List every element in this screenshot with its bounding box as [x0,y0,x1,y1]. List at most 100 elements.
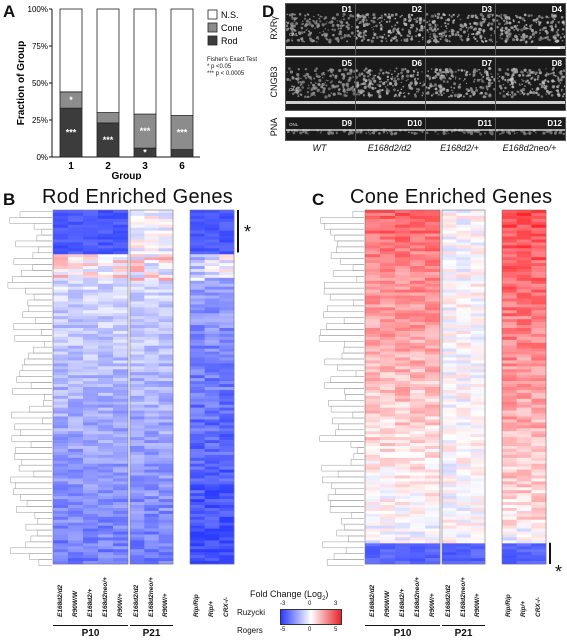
group-underline [53,625,128,626]
bar-segment-rod [170,149,194,158]
x-tick-label: 1 [68,161,74,172]
micrograph-tile: D6 [355,57,426,111]
onl-label: ONL [289,122,299,127]
bar-segment-ns [96,8,120,113]
genotype-label: E168d2/d2 [367,143,412,153]
panel-a-letter: A [3,2,16,21]
column-label: E168d2/d2 [133,584,141,617]
stain-row-label: RXRγ [269,15,279,40]
micrograph-tile: D9 ONL [285,117,356,141]
legend-title-end: ) [325,589,329,599]
column-label: Rip/+ [520,600,527,617]
heatmap-block [364,209,441,565]
legend-title-text: Fold Change (Log [250,589,323,599]
heatmap-block [52,209,129,565]
heatmap-block [501,209,547,565]
legend-rogers-label: Rogers [237,626,263,635]
age-group-label: P21 [142,628,161,639]
legend-label: N.S. [221,10,239,20]
legend-title: Fold Change (Log2) [250,589,328,602]
y-tick-label: 75% [32,42,48,51]
micrograph-tile: D10 [355,117,426,141]
column-label: R90W/W [71,591,79,617]
dendrogram [7,211,52,566]
column-label: E168d2/+ [398,588,406,617]
legend-tick: 0 [308,627,312,633]
micrograph-tile: D11 [425,117,496,141]
panel-b-letter: B [3,190,16,209]
micrograph-tile: D2 [355,3,426,56]
column-label: CRX-/- [534,597,542,617]
micrograph-tile: D8 [495,57,566,111]
column-label: E168d2neo/+ [147,577,155,617]
column-label: R90W/+ [116,593,124,617]
y-tick-label: 0% [36,153,48,162]
legend-label: Rod [221,36,238,46]
micrograph-label: D4 [551,5,562,14]
micrograph-label: D10 [407,119,422,128]
legend-tick: -3 [280,601,286,607]
legend-tick: 5 [334,627,338,633]
micrograph-label: D7 [481,59,492,68]
column-label: CRX-/- [222,597,230,617]
legend-swatch [207,35,218,46]
dendrogram [318,211,364,566]
micrograph-label: D11 [477,119,492,128]
column-label: Rip/+ [208,600,215,617]
column-label: E168d2/d2 [445,584,453,617]
age-group-label: P10 [81,628,100,639]
x-tick-label: 2 [105,161,111,172]
cone-heatmap [318,209,551,566]
column-label: R90W/+ [428,593,436,617]
column-label: E168d2neo/+ [101,577,109,617]
legend-label: Cone [221,23,243,33]
micrograph-label: D1 [341,5,352,14]
rod-heatmap [7,209,239,566]
micrograph-label: D9 [341,119,352,128]
stats-note: Fisher's Exact Test * p <0.05 *** p < 0.… [207,57,257,78]
significance-marker: *** [66,128,77,138]
cone-asterisk: * [555,562,563,582]
cone-heatmap-title: Cone Enriched Genes [350,186,553,208]
y-tick-label: 25% [32,116,48,125]
column-label: R90W/W [383,591,391,617]
group-underline [130,625,173,626]
legend-swatch [207,22,218,33]
micrograph-label: D6 [411,59,422,68]
legend-tick: 0 [308,601,312,607]
micrograph-tile: D5 ONL [285,57,356,111]
age-group-label: P21 [454,628,473,639]
column-label: R90W/+ [161,593,169,617]
micrograph-tile: D1 ONL [285,3,356,56]
scale-bar [538,47,560,49]
legend-tick: -5 [280,627,286,633]
legend-ruzycki-label: Ruzycki [237,608,266,617]
micrograph-label: D5 [341,59,352,68]
legend-tick: 3 [334,601,338,607]
age-group-label: P10 [393,628,412,639]
significance-marker: * [143,148,147,158]
fold-change-colorbar [280,609,342,625]
significance-marker: * [69,95,73,105]
stats-note-line: *** p < 0.0005 [207,71,245,77]
panel-c-letter: C [312,190,325,209]
bar-segment-ns [59,8,83,93]
group-fraction-chart: 0% 25% 50% 75% 100% Fraction of Group 1 2 3 6 Grou… [16,5,243,180]
column-label: E168d2/+ [86,588,94,617]
stats-note-line: Fisher's Exact Test [207,57,258,63]
column-label: E168d2/d2 [368,584,376,617]
micrograph-tile: D12 [495,117,566,141]
rod-asterisk: * [244,222,252,242]
bar-segment-ns [133,8,157,115]
y-tick-label: 50% [32,79,48,88]
x-axis-label: Group [112,171,142,180]
column-label: E168d2/d2 [56,584,64,617]
stain-row-label: PNA [269,117,279,137]
x-tick-label: 6 [179,161,185,172]
stats-note-line: * p <0.05 [207,64,232,70]
bar-segment-cone [96,112,120,124]
micrograph-label: D2 [411,5,422,14]
panel-d-letter: D [262,2,275,21]
genotype-label: E168d2neo/+ [502,143,557,153]
legend-title-sub: 2 [322,595,326,602]
